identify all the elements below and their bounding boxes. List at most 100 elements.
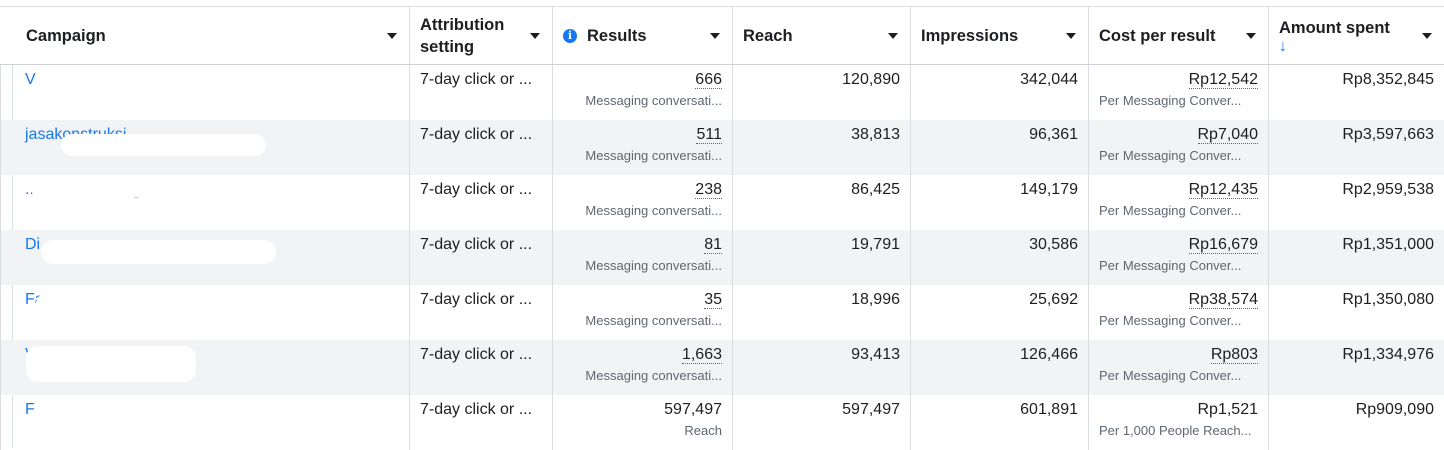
reach-value: 19,791 <box>851 236 900 253</box>
amount-spent-value: Rp2,959,538 <box>1342 181 1434 198</box>
cost-per-result-type: Per Messaging Conver... <box>1099 368 1242 383</box>
attribution-value: 7-day click or ... <box>420 346 533 363</box>
column-label: Results <box>587 26 647 45</box>
chevron-down-icon[interactable] <box>1066 32 1076 39</box>
cost-per-result-value[interactable]: Rp7,040 <box>1197 126 1258 144</box>
attribution-cell: 7-day click or ... <box>410 395 553 450</box>
impressions-value: 149,179 <box>1020 181 1078 198</box>
results-type: Messaging conversati... <box>585 313 722 328</box>
reach-value: 120,890 <box>842 71 900 88</box>
redaction-mark <box>61 134 266 156</box>
results-value[interactable]: 511 <box>696 126 722 144</box>
campaign-name-link[interactable]: F <box>25 401 35 418</box>
results-value[interactable]: 35 <box>704 291 722 309</box>
column-label: Amount spent <box>1279 19 1390 37</box>
table-row[interactable]: Var 7-day click or ... 1,663 Messaging conv… <box>0 340 1444 395</box>
attribution-value: 7-day click or ... <box>420 236 533 253</box>
cost-per-result-type: Per Messaging Conver... <box>1099 258 1242 273</box>
cost-per-result-type: Per Messaging Conver... <box>1099 93 1242 108</box>
results-type: Reach <box>684 423 722 438</box>
results-value[interactable]: 1,663 <box>681 346 722 364</box>
cost-per-result-value[interactable]: Rp12,542 <box>1188 71 1258 89</box>
impressions-cell: 126,466 <box>911 340 1089 395</box>
amount-spent-value: Rp8,352,845 <box>1342 71 1434 88</box>
results-cell: 238 Messaging conversati... <box>553 175 733 230</box>
amount-spent-value: Rp1,351,000 <box>1342 236 1434 253</box>
results-value[interactable]: 238 <box>695 181 722 199</box>
impressions-value: 342,044 <box>1020 71 1078 88</box>
campaign-cell: Fa ... <box>0 285 410 340</box>
results-type: Messaging conversati... <box>585 203 722 218</box>
column-label: Cost per result <box>1099 26 1216 45</box>
campaign-cell: Di <box>0 230 410 285</box>
chevron-down-icon[interactable] <box>387 32 397 39</box>
table-row[interactable]: V ... M ... ng 7-day click or ... 666 Messa… <box>0 65 1444 120</box>
cost-per-result-type: Per Messaging Conver... <box>1099 203 1242 218</box>
results-value[interactable]: 81 <box>704 236 722 254</box>
cost-per-result-cell: Rp12,435 Per Messaging Conver... <box>1089 175 1269 230</box>
reach-cell: 18,996 <box>733 285 911 340</box>
table-row[interactable]: ... ...afebandung 7-day click or ... 238 Me… <box>0 175 1444 230</box>
cost-per-result-cell: Rp1,521 Per 1,000 People Reach... <box>1089 395 1269 450</box>
column-header-cost-per-result[interactable]: Cost per result <box>1089 7 1269 64</box>
cost-per-result-value[interactable]: Rp12,435 <box>1188 181 1258 199</box>
column-header-attribution[interactable]: Attribution setting <box>410 7 553 64</box>
campaign-cell: F <box>0 395 410 450</box>
impressions-value: 96,361 <box>1029 126 1078 143</box>
amount-spent-cell: Rp1,351,000 <box>1269 230 1444 285</box>
amount-spent-cell: Rp1,350,080 <box>1269 285 1444 340</box>
amount-spent-value: Rp909,090 <box>1355 401 1434 418</box>
impressions-cell: 601,891 <box>911 395 1089 450</box>
results-cell: 666 Messaging conversati... <box>553 65 733 120</box>
impressions-value: 25,692 <box>1029 291 1078 308</box>
campaign-name-link[interactable]: Di <box>25 236 41 253</box>
campaign-cell: ... ...afebandung <box>0 175 410 230</box>
chevron-down-icon[interactable] <box>710 32 720 39</box>
table-row[interactable]: Fa ... 7-day click or ... 35 Messaging conv… <box>0 285 1444 340</box>
attribution-cell: 7-day click or ... <box>410 285 553 340</box>
column-header-reach[interactable]: Reach <box>733 7 911 64</box>
amount-spent-cell: Rp1,334,976 <box>1269 340 1444 395</box>
reach-cell: 93,413 <box>733 340 911 395</box>
cost-per-result-value[interactable]: Rp38,574 <box>1188 291 1258 309</box>
reach-value: 38,813 <box>851 126 900 143</box>
amount-spent-value: Rp3,597,663 <box>1342 126 1434 143</box>
results-cell: 597,497 Reach <box>553 395 733 450</box>
column-header-results[interactable]: i Results <box>553 7 733 64</box>
column-header-amount-spent[interactable]: Amount spent ↓ <box>1269 7 1444 64</box>
cost-per-result-cell: Rp803 Per Messaging Conver... <box>1089 340 1269 395</box>
results-value[interactable]: 666 <box>695 71 722 89</box>
chevron-down-icon[interactable] <box>1422 32 1432 39</box>
amount-spent-cell: Rp3,597,663 <box>1269 120 1444 175</box>
column-header-campaign[interactable]: Campaign <box>0 7 410 64</box>
chevron-down-icon[interactable] <box>530 32 540 39</box>
cost-per-result-cell: Rp12,542 Per Messaging Conver... <box>1089 65 1269 120</box>
redaction-mark <box>35 71 205 93</box>
column-header-impressions[interactable]: Impressions <box>911 7 1089 64</box>
attribution-cell: 7-day click or ... <box>410 175 553 230</box>
attribution-cell: 7-day click or ... <box>410 120 553 175</box>
reach-cell: 120,890 <box>733 65 911 120</box>
impressions-cell: 25,692 <box>911 285 1089 340</box>
table-row[interactable]: Di 7-day click or ... 81 Messaging conversa… <box>0 230 1444 285</box>
table-body: V ... M ... ng 7-day click or ... 666 Messa… <box>0 65 1444 450</box>
reach-value: 93,413 <box>851 346 900 363</box>
cost-per-result-value[interactable]: Rp1,521 <box>1197 401 1259 418</box>
sort-descending-icon[interactable]: ↓ <box>1279 38 1287 55</box>
table-row[interactable]: jasakonstruksi ... 7-day click or ... 511 M… <box>0 120 1444 175</box>
cost-per-result-cell: Rp7,040 Per Messaging Conver... <box>1089 120 1269 175</box>
table-row[interactable]: F 7-day click or ... 597,497 Reach 597,497 60… <box>0 395 1444 450</box>
reach-cell: 38,813 <box>733 120 911 175</box>
cost-per-result-value[interactable]: Rp803 <box>1210 346 1258 364</box>
cost-per-result-value[interactable]: Rp16,679 <box>1188 236 1258 254</box>
chevron-down-icon[interactable] <box>1246 32 1256 39</box>
results-value[interactable]: 597,497 <box>664 401 722 418</box>
redaction-mark <box>26 346 196 382</box>
amount-spent-cell: Rp2,959,538 <box>1269 175 1444 230</box>
info-icon[interactable]: i <box>563 28 577 43</box>
chevron-down-icon[interactable] <box>888 32 898 39</box>
reach-value: 18,996 <box>851 291 900 308</box>
reach-cell: 19,791 <box>733 230 911 285</box>
impressions-cell: 149,179 <box>911 175 1089 230</box>
cost-per-result-cell: Rp16,679 Per Messaging Conver... <box>1089 230 1269 285</box>
